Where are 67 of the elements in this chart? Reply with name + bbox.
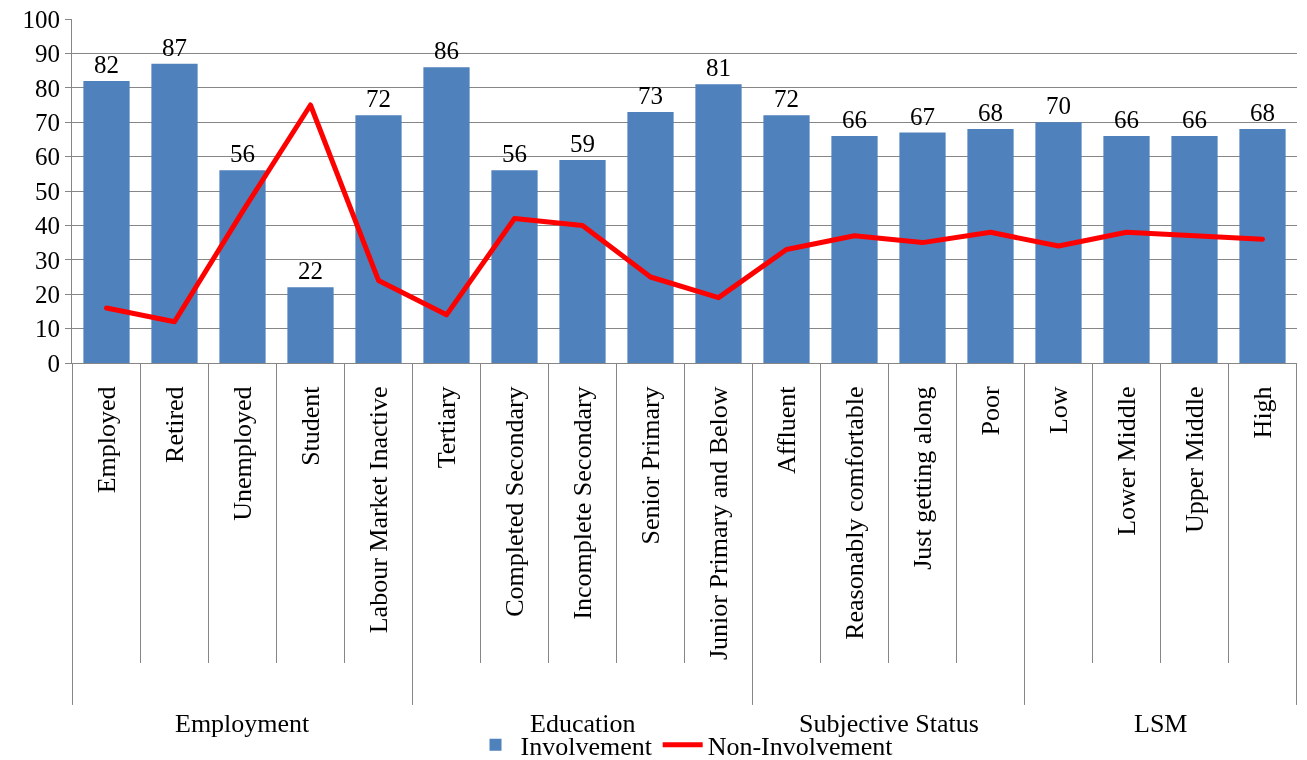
data-label: 87 [162,33,187,61]
x-tick-label: Retired [159,386,189,463]
bar [695,84,742,363]
data-label: 68 [1250,99,1275,127]
x-tick-label: Junior Primary and Below [703,386,733,661]
bar [287,287,334,363]
bar [627,111,674,363]
data-label: 73 [638,81,663,109]
x-tick-label: Student [295,385,325,466]
bar [967,129,1014,363]
bar [151,63,198,363]
bar [1035,122,1082,363]
x-tick-label: Just getting along [907,386,937,570]
data-label: 72 [774,85,799,113]
y-tick-label: 60 [35,143,60,171]
data-label: 81 [706,54,731,82]
data-label: 86 [434,37,459,65]
bar [559,160,606,363]
data-label: 22 [298,257,323,285]
x-tick-label: Tertiary [431,386,461,469]
bar [219,170,266,363]
x-tick-label: Reasonably comfortable [839,386,869,640]
data-label: 59 [570,130,595,158]
data-label: 66 [1114,105,1139,133]
bar [423,67,470,363]
x-tick-label: Poor [975,386,1005,436]
data-label: 70 [1046,92,1071,120]
data-label: 82 [94,50,119,78]
x-tick-label: Employed [91,386,121,494]
bar [1171,135,1218,363]
y-tick-label: 70 [35,108,60,136]
x-tick-label: Lower Middle [1111,386,1141,536]
y-tick-label: 0 [47,349,60,377]
bar [899,132,946,363]
bar [763,115,810,363]
data-label: 67 [910,102,935,130]
bar [1239,129,1286,363]
data-label: 66 [1182,105,1207,133]
y-tick-label: 90 [35,40,60,68]
y-tick-label: 10 [35,315,60,343]
data-label: 56 [502,140,527,168]
y-tick-label: 100 [22,5,60,33]
data-label: 66 [842,105,867,133]
data-label: 68 [978,99,1003,127]
x-tick-label: Labour Market Inactive [363,386,393,634]
y-tick-label: 30 [35,246,60,274]
y-tick-label: 50 [35,177,60,205]
data-label: 72 [366,85,391,113]
x-tick-label: Unemployed [227,386,257,521]
x-tick-label: Completed Secondary [499,386,529,617]
bar [491,170,538,363]
x-tick-label: High [1247,386,1277,439]
x-tick-label: Low [1043,386,1073,435]
bar [1103,135,1150,363]
bar [831,135,878,363]
y-tick-label: 80 [35,74,60,102]
bar [355,115,402,363]
bar [83,80,130,363]
y-tick-label: 20 [35,280,60,308]
data-label: 56 [230,140,255,168]
x-tick-label: Affluent [771,385,801,475]
x-tick-label: Incomplete Secondary [567,386,597,620]
y-tick-label: 40 [35,212,60,240]
x-tick-label: Senior Primary [635,386,665,545]
text: Employment [175,709,311,738]
x-tick-label: Upper Middle [1179,386,1209,533]
text: LSM [1134,709,1188,738]
